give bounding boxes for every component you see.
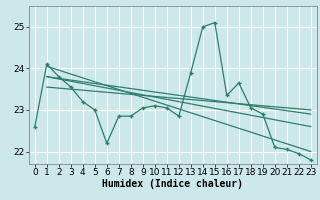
X-axis label: Humidex (Indice chaleur): Humidex (Indice chaleur) xyxy=(102,179,243,189)
